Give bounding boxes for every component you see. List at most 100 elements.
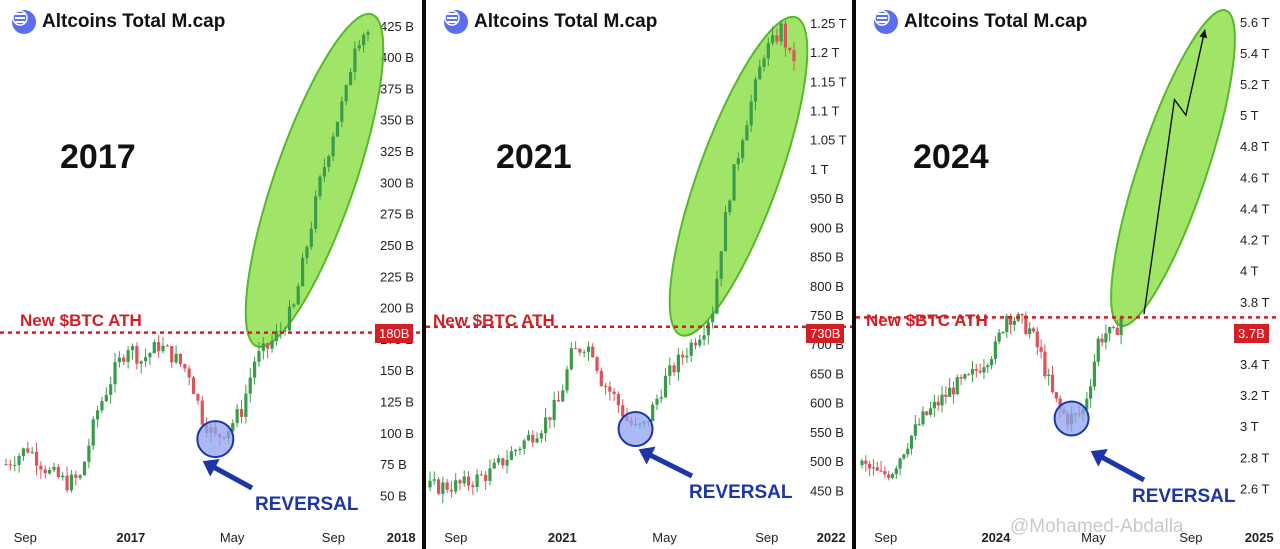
candle-body <box>681 354 685 358</box>
candle-body <box>745 125 749 141</box>
year-annotation: 2021 <box>496 138 572 176</box>
candle-body <box>603 385 608 387</box>
candle-body <box>898 458 902 469</box>
candle-body <box>1092 361 1097 387</box>
candle-body <box>1119 317 1123 335</box>
x-tick-label: 2025 <box>1245 530 1274 545</box>
candle-body <box>1100 338 1104 343</box>
candle-body <box>292 304 296 307</box>
y-tick-label: 300 B <box>380 175 414 190</box>
y-tick-label: 75 B <box>380 457 407 472</box>
candle-body <box>69 474 74 491</box>
candle-body <box>454 480 458 492</box>
reversal-arrow-head <box>202 459 220 477</box>
candle-body <box>104 394 108 402</box>
reversal-arrow-shaft <box>206 461 254 491</box>
candle-body <box>244 393 248 417</box>
chart-canvas-2021: 1.25 T 1.2 T 1.15 T 1.1 T 1.05 T 1 T 950 B 900 … <box>426 15 852 545</box>
chart-header: Altcoins Total M.cap <box>444 10 657 34</box>
candle-body <box>161 345 165 352</box>
y-tick-label: 2.8 T <box>1240 450 1269 465</box>
reversal-circle <box>617 410 654 447</box>
candle-body <box>130 346 135 351</box>
candle-body <box>287 306 292 331</box>
candle-body <box>178 353 183 365</box>
candle-body <box>1001 332 1005 334</box>
candle-body <box>449 489 454 492</box>
y-tick-label: 5.2 T <box>1240 77 1269 92</box>
candle-body <box>505 459 509 466</box>
candle-body <box>917 424 921 426</box>
y-tick-label: 1.15 T <box>810 74 847 89</box>
candle-body <box>1058 398 1062 410</box>
chart-canvas-2017: 425 B 400 B 375 B 350 B 325 B 300 B 275 B 250 B… <box>0 12 422 545</box>
y-tick-label: 4.2 T <box>1240 233 1269 248</box>
candle-body <box>39 465 43 470</box>
candle-body <box>48 469 52 474</box>
candle-body <box>191 377 196 395</box>
reversal-label: REVERSAL <box>255 494 359 515</box>
candle-body <box>518 448 522 451</box>
candle-body <box>13 464 17 466</box>
y-tick-label: 500 B <box>810 454 844 469</box>
candle-body <box>509 451 513 460</box>
candle-body <box>715 278 719 314</box>
candle-body <box>561 390 565 402</box>
candle-body <box>978 370 982 373</box>
candle-body <box>955 377 959 395</box>
candle-body <box>283 330 287 332</box>
candle-body <box>775 35 779 42</box>
candle-body <box>183 364 187 369</box>
year-annotation: 2024 <box>913 138 989 176</box>
candle-body <box>353 48 357 72</box>
ath-price-badge: 730B <box>806 324 845 343</box>
candle-body <box>257 351 261 362</box>
candle-body <box>1039 347 1043 352</box>
candle-body <box>779 23 783 42</box>
candle-body <box>672 365 676 373</box>
chart-header: Altcoins Total M.cap <box>12 10 225 34</box>
chart-title: Altcoins Total M.cap <box>42 11 226 32</box>
candle-body <box>335 121 340 137</box>
candle-body <box>253 361 257 378</box>
candle-body <box>792 50 796 62</box>
x-tick-label: Sep <box>1179 530 1202 545</box>
candle-body <box>270 340 274 349</box>
candle-body <box>989 359 994 366</box>
candle-body <box>1115 327 1119 335</box>
candle-body <box>357 45 361 49</box>
y-tick-label: 5 T <box>1240 108 1259 123</box>
candle-body <box>890 474 895 478</box>
candle-body <box>902 454 906 459</box>
candle-body <box>21 448 26 456</box>
candle-body <box>309 228 313 247</box>
candle-body <box>940 394 944 406</box>
btc-ath-label: New $BTC ATH <box>20 311 142 330</box>
candle-body <box>30 451 34 453</box>
candle-body <box>651 404 655 421</box>
x-tick-label: May <box>220 530 245 545</box>
candle-body <box>1035 331 1039 348</box>
x-tick-label: Sep <box>14 530 37 545</box>
candle-body <box>993 341 997 360</box>
y-tick-label: 3.8 T <box>1240 295 1269 310</box>
candle-body <box>436 479 441 494</box>
chart-panel-2024: 5.6 T 5.4 T 5.2 T 5 T 4.8 T 4.6 T 4.4 T 4.2 T 4 … <box>856 0 1280 549</box>
candle-body <box>248 377 252 394</box>
candle-body <box>556 399 561 402</box>
candle-body <box>535 438 539 443</box>
candle-body <box>944 394 948 397</box>
candle-body <box>109 384 113 395</box>
altcoins-logo-icon <box>444 10 468 34</box>
chart-canvas-2024: 5.6 T 5.4 T 5.2 T 5 T 4.8 T 4.6 T 4.4 T 4.2 T 4 … <box>856 9 1280 545</box>
candle-body <box>599 370 603 386</box>
y-tick-label: 3.4 T <box>1240 357 1269 372</box>
candle-body <box>970 368 975 375</box>
candle-body <box>595 357 599 371</box>
candle-body <box>698 339 702 346</box>
y-tick-label: 650 B <box>810 366 844 381</box>
candle-body <box>612 391 616 394</box>
y-tick-label: 5.6 T <box>1240 15 1269 30</box>
candle-body <box>706 322 710 336</box>
candle-body <box>925 411 929 415</box>
